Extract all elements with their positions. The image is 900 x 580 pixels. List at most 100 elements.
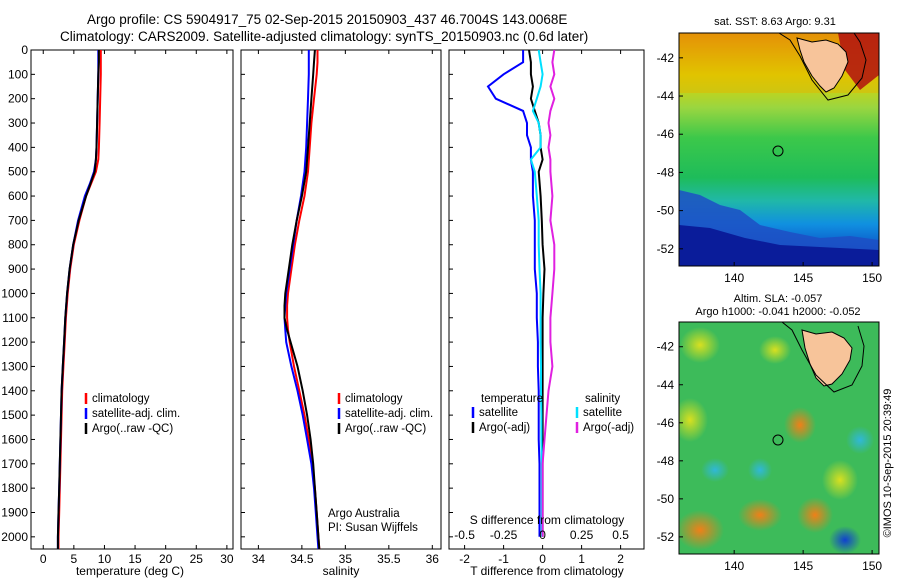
s-tick-label: 0 [539, 528, 546, 542]
xtick-label: 35 [339, 552, 353, 566]
ytick-label: 1600 [1, 432, 28, 446]
ytick-label: 200 [8, 92, 28, 106]
diff-legend-right-title: salinity [585, 393, 620, 405]
legend-label: climatology [92, 393, 150, 405]
xtick-label: 34.5 [290, 552, 314, 566]
ytick-label: 1200 [1, 335, 28, 349]
xtick-label: 20 [159, 552, 173, 566]
salinity-annotation-line1: Argo Australia [328, 508, 400, 520]
xtick-label: 0 [539, 552, 546, 566]
legend-label: climatology [345, 393, 403, 405]
ytick-label: 400 [8, 140, 28, 154]
figure-title-line2: Climatology: CARS2009. Satellite-adjuste… [60, 29, 589, 44]
map-xtick-label: 150 [862, 271, 882, 285]
sst-map-title: sat. SST: 8.63 Argo: 9.31 [714, 16, 836, 28]
map-axes: 140 145 150 -42 -44 -46 -48 -50 -52 140 145 150 -42 -… [657, 51, 883, 573]
xtick-label: 35.5 [377, 552, 401, 566]
difference-xlabel: T difference from climatology [470, 564, 624, 578]
xtick-label: 0 [40, 552, 47, 566]
ytick-label: 1700 [1, 457, 28, 471]
salinity-annotation-line2: PI: Susan Wijffels [328, 522, 418, 534]
xtick-label: 2 [617, 552, 624, 566]
sla-map-title: Altim. SLA: -0.057 [734, 293, 823, 305]
xtick-label: 25 [190, 552, 204, 566]
map-ytick-label: -52 [657, 530, 675, 544]
xtick-label: -2 [459, 552, 470, 566]
map-xtick-label: 145 [793, 271, 813, 285]
map-xtick-label: 140 [724, 559, 744, 573]
ytick-label: 900 [8, 262, 28, 276]
legend-label: Argo(..raw -QC) [345, 423, 426, 435]
map-xtick-label: 145 [793, 559, 813, 573]
sla-map-subtitle: Argo h1000: -0.041 h2000: -0.052 [695, 306, 860, 318]
panel-temperature-frame [30, 49, 234, 550]
sst-map-land [778, 33, 867, 101]
sst-map-frame [678, 32, 880, 267]
xtick-label: 36 [426, 552, 440, 566]
map-ytick-label: -46 [657, 127, 675, 141]
map-ytick-label: -44 [657, 378, 675, 392]
legend-label: satellite-adj. clim. [92, 408, 180, 420]
xtick-label: 15 [128, 552, 142, 566]
ytick-label: 1000 [1, 286, 28, 300]
map-ytick-label: -50 [657, 492, 675, 506]
s-tick-label: -0.5 [454, 528, 475, 542]
ytick-label: 1400 [1, 384, 28, 398]
legend-label: Argo(-adj) [583, 422, 634, 434]
panel-difference-frame [448, 49, 645, 550]
series-line [541, 49, 556, 537]
sst-float-marker [772, 145, 784, 157]
s-tick-label: -0.25 [490, 528, 518, 542]
ytick-label: 0 [21, 43, 28, 57]
map-xtick-label: 150 [862, 559, 882, 573]
copyright-text: ©IMOS 10-Sep-2015 20:39:49 [882, 389, 894, 538]
series-line [486, 50, 541, 537]
ytick-label: 600 [8, 189, 28, 203]
ytick-label: 1100 [2, 311, 28, 325]
figure-title-line1: Argo profile: CS 5904917_75 02-Sep-2015 … [87, 12, 568, 27]
ytick-label: 1300 [1, 359, 28, 373]
sla-float-marker [772, 434, 784, 446]
sla-map-frame [678, 321, 880, 555]
map-ytick-label: -48 [657, 165, 675, 179]
map-ytick-label: -48 [657, 454, 675, 468]
legend-label: satellite [479, 407, 518, 419]
ytick-label: 1500 [1, 408, 28, 422]
sst-map [679, 33, 879, 266]
xtick-label: 34 [252, 552, 266, 566]
xtick-label: 30 [220, 552, 234, 566]
ytick-label: 100 [8, 67, 28, 81]
s-tick-label: 0.5 [612, 528, 629, 542]
xtick-label: 5 [71, 552, 78, 566]
map-xtick-label: 140 [724, 271, 744, 285]
difference-plot: -2 -1 0 1 2 -0.5 -0.25 0 0.25 0.5 satellite Argo(-a… [449, 49, 634, 566]
legend-label: Argo(-adj) [479, 422, 530, 434]
ytick-label: 800 [8, 238, 28, 252]
sla-map-land [781, 322, 865, 393]
legend-label: Argo(..raw -QC) [92, 423, 173, 435]
map-ytick-label: -42 [657, 51, 675, 65]
temperature-plot: 0 5 10 15 20 25 300100200300400500600700800900… [1, 43, 234, 566]
series-line [528, 49, 546, 537]
ytick-label: 500 [8, 165, 28, 179]
ytick-label: 1800 [1, 481, 28, 495]
xtick-label: 10 [98, 552, 112, 566]
ytick-label: 1900 [1, 505, 28, 519]
map-ytick-label: -44 [657, 89, 675, 103]
salinity-plot: 34 34.5 35 35.5 36 climatology satellite-adj. … [241, 49, 440, 566]
ytick-label: 300 [8, 116, 28, 130]
s-tick-label: 0.25 [570, 528, 594, 542]
map-ytick-label: -46 [657, 416, 675, 430]
diff-legend-left-title: temperature [481, 393, 543, 405]
legend-label: satellite [583, 407, 622, 419]
temperature-xlabel: temperature (deg C) [76, 564, 184, 578]
ytick-label: 700 [8, 213, 28, 227]
series-line [56, 50, 100, 549]
xtick-label: -1 [498, 552, 509, 566]
map-ytick-label: -50 [657, 204, 675, 218]
xtick-label: 1 [578, 552, 585, 566]
legend-label: satellite-adj. clim. [345, 408, 433, 420]
ytick-label: 2000 [1, 530, 28, 544]
